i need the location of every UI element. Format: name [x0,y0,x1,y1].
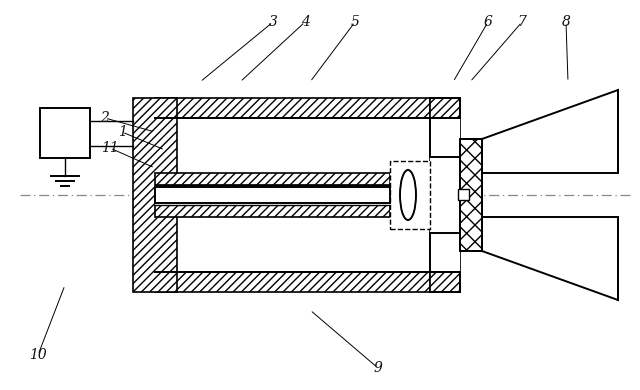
Text: 10: 10 [29,348,47,362]
Bar [133,98,177,292]
Ellipse shape [400,170,416,220]
Bar [460,139,482,251]
Bar [155,187,390,203]
Bar [430,118,460,272]
Bar [155,205,390,217]
Bar [430,98,460,292]
Bar [458,189,469,200]
Bar [460,139,482,251]
Bar [390,161,430,229]
Text: 2: 2 [100,111,109,125]
Bar [390,161,430,229]
Text: 4: 4 [301,15,309,29]
Bar [155,173,390,185]
Text: 11: 11 [101,141,119,155]
Text: 1: 1 [118,125,127,139]
Polygon shape [482,217,618,300]
Bar [155,272,430,292]
Bar [155,118,430,272]
Bar [40,108,90,158]
Text: 6: 6 [484,15,492,29]
Text: 8: 8 [561,15,570,29]
Text: 7: 7 [518,15,527,29]
Bar [155,98,430,118]
Polygon shape [482,90,618,173]
Text: 9: 9 [374,361,383,375]
Bar [155,185,390,205]
Text: 3: 3 [269,15,277,29]
Text: 5: 5 [351,15,360,29]
